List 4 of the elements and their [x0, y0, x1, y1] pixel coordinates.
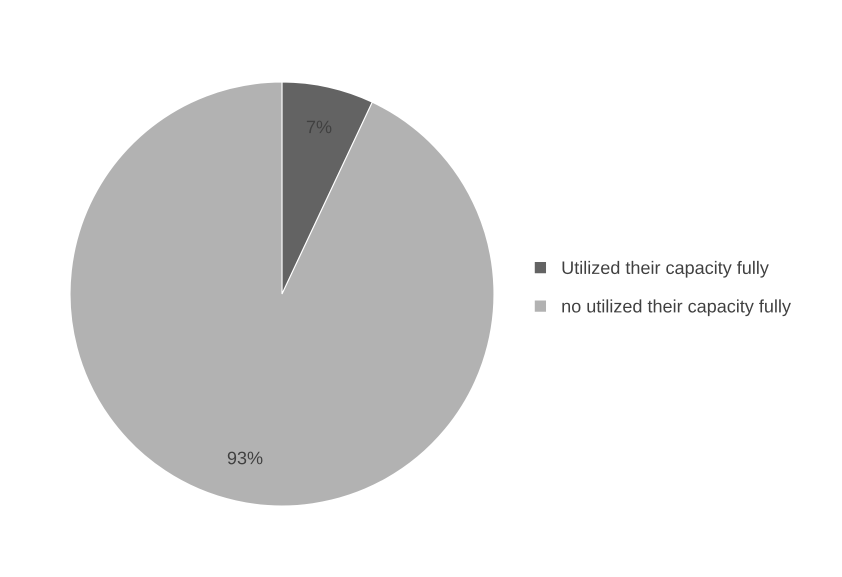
data-label: 93% — [228, 452, 262, 464]
legend-label: Utilized their capacity fully — [562, 260, 769, 278]
legend-label: no utilized their capacity fully — [562, 299, 791, 316]
pie-slice — [69, 81, 495, 507]
